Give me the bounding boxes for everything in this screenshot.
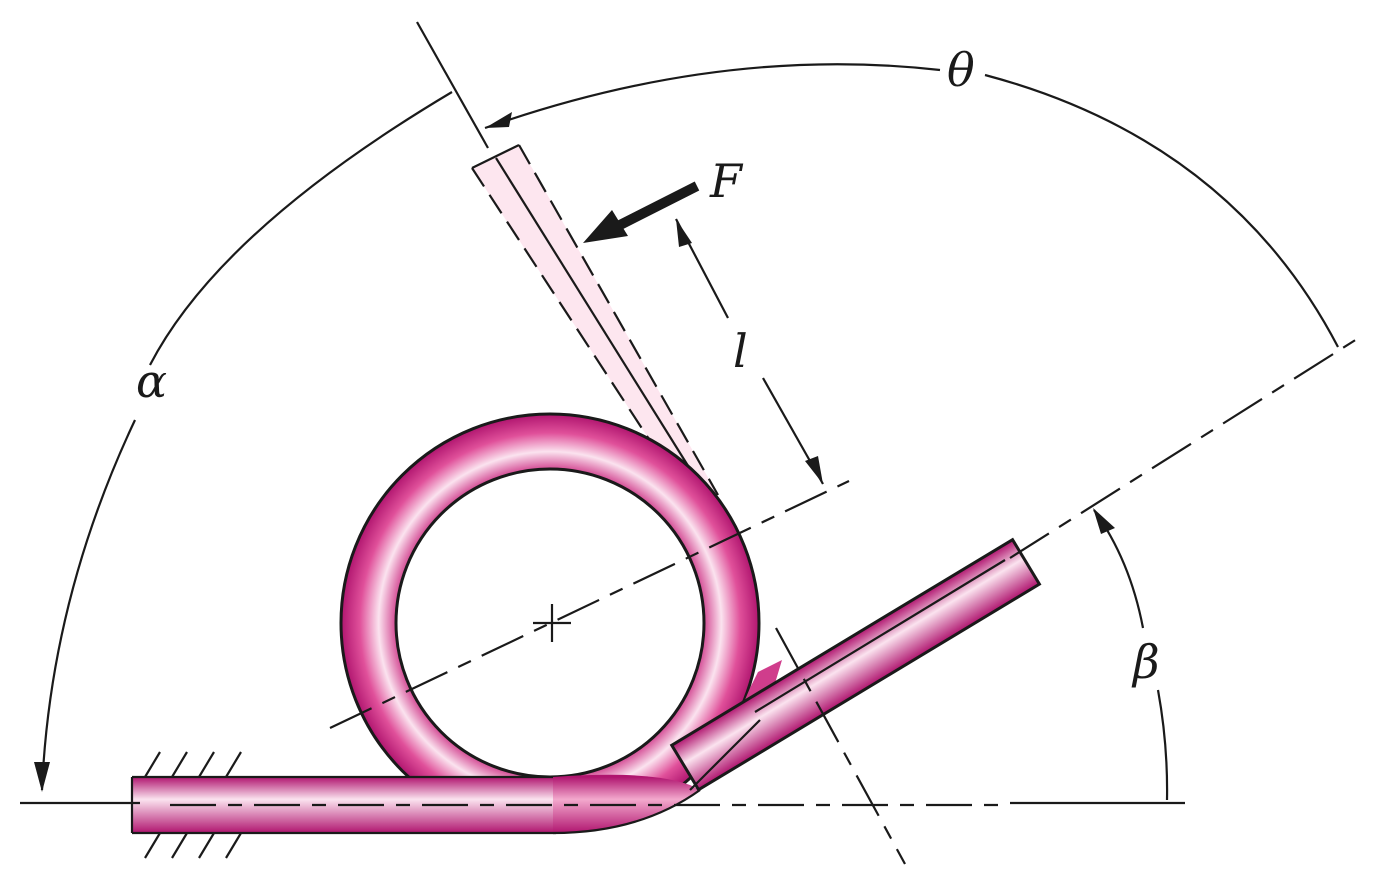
initial-leg-extension	[416, 21, 489, 149]
length-dimension: l	[675, 218, 824, 485]
length-arrowhead-top	[676, 219, 692, 247]
movable-leg-wire	[669, 537, 1042, 792]
coil-center-mark	[533, 604, 571, 642]
ground-hatch	[144, 751, 242, 859]
theta-dimension: θ	[484, 43, 1339, 348]
theta-label: θ	[947, 43, 975, 97]
coil-diameter-line	[329, 480, 850, 729]
alpha-dimension: α	[34, 91, 453, 792]
force-arrow: F	[583, 154, 744, 243]
force-arrowhead	[583, 210, 628, 243]
coil-bend	[553, 774, 700, 833]
movable-leg	[669, 537, 1042, 792]
leg-extension-line	[1009, 338, 1358, 559]
beta-arrowhead	[1093, 508, 1115, 534]
alpha-label: α	[136, 354, 167, 408]
beta-dimension: β	[1093, 508, 1169, 801]
oblique-centerline	[775, 627, 906, 865]
beta-label: β	[1131, 635, 1160, 689]
ghost-leg-fill	[472, 145, 718, 502]
length-label: l	[733, 324, 748, 378]
ghost-leg-centerline	[495, 157, 701, 486]
ghost-leg-end	[471, 144, 520, 169]
length-arrowhead-bottom	[805, 456, 823, 484]
ghost-leg-edge-right	[518, 144, 719, 496]
theta-arrowhead	[485, 112, 512, 128]
movable-leg-join-edge	[689, 719, 761, 791]
leg-centerline	[754, 559, 1006, 713]
force-label: F	[709, 154, 744, 208]
alpha-arrowhead	[34, 762, 50, 792]
